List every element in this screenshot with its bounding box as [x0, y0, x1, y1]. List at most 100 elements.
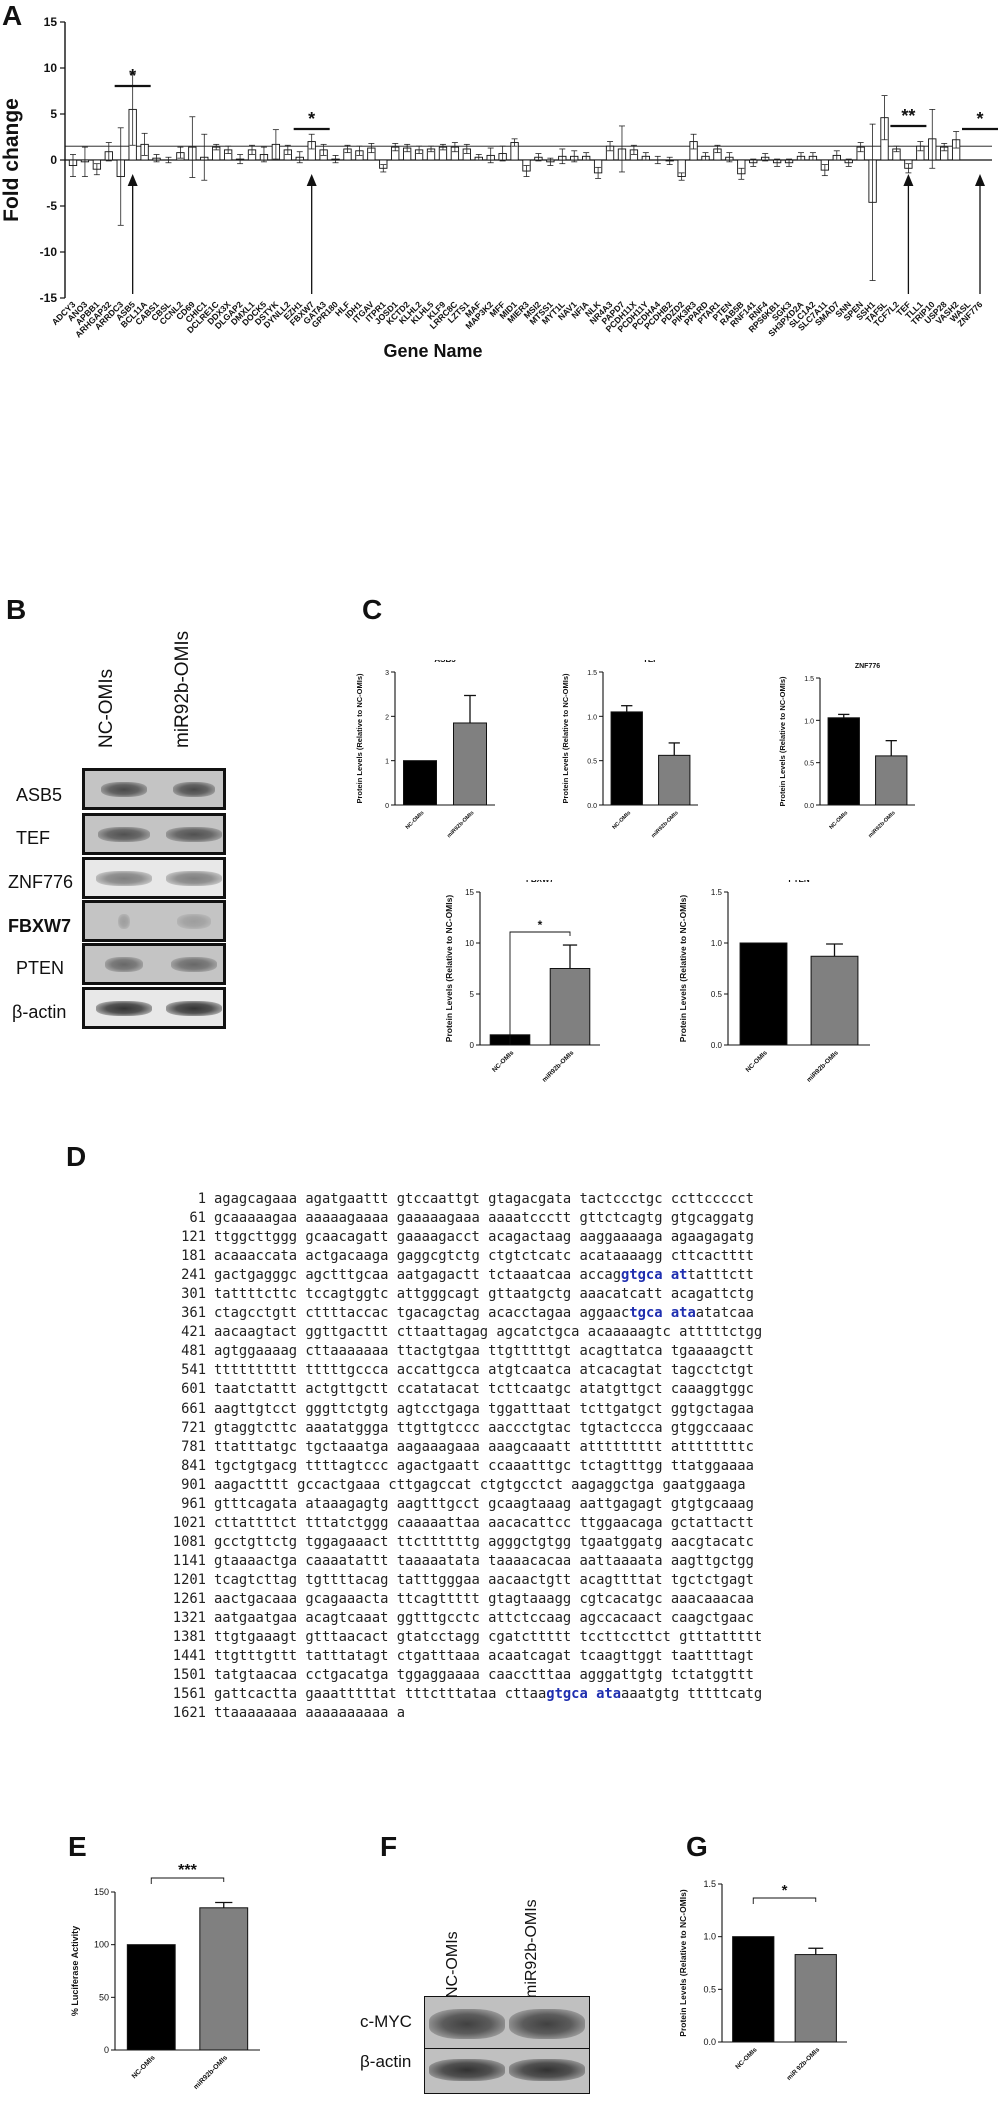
sequence-position: 361	[181, 1305, 206, 1322]
y-tick-label: 1.0	[587, 714, 597, 721]
sequence-line: 841 tgctgtgacg ttttagtccc agactgaatt ccaa…	[160, 1457, 762, 1476]
y-tick-label: 0.0	[711, 1041, 723, 1050]
blot-b-lane-frame	[82, 900, 226, 942]
sequence-line: 1441 ttgtttgttt tatttatagt ctgatttaaa aca…	[160, 1647, 762, 1666]
arrow-head	[975, 174, 985, 186]
sequence-text: ttaaaaaaaa aaaaaaaaaa a	[214, 1705, 406, 1722]
x-tick-label: NC-OMIs	[745, 1049, 770, 1074]
y-tick-label: 150	[94, 1887, 109, 1897]
sequence-line: 1561 gattcactta gaaatttttat tttctttataa c…	[160, 1685, 762, 1704]
sequence-position: 421	[181, 1324, 206, 1341]
sequence-text: tttttttttt tttttgccca accattgcca atgtcaa…	[214, 1362, 754, 1379]
bar-1	[658, 754, 691, 806]
y-tick-label: 15	[44, 15, 58, 29]
blot-b-row-bactin: β-actin	[12, 1002, 67, 1022]
sequence-line: 1621 ttaaaaaaaa aaaaaaaaaa a	[160, 1704, 762, 1723]
sequence-position: 1441	[172, 1648, 206, 1665]
blot-band	[166, 1001, 222, 1016]
western-blot-b: NC-OMIs miR92b-OMIs ASB5 TEF ZNF776 FBXW…	[0, 600, 240, 1030]
sequence-position: 301	[181, 1286, 206, 1303]
sequence-position: 181	[181, 1248, 206, 1265]
sequence-text: tcagtcttag tgttttacag tatttgggaa aacaact…	[214, 1571, 754, 1588]
y-tick-label: 0	[385, 803, 389, 810]
blot-b-lane-frame	[82, 768, 226, 810]
x-axis-label: Gene Name	[383, 341, 482, 361]
sequence-line: 241 gactgagggc agctttgcaa aatgagactt tcta…	[160, 1266, 762, 1285]
x-tick-label: NC-OMIs	[734, 2046, 759, 2071]
sequence-text: ttatttatgc tgctaaatga aagaaagaaa aaagcaa…	[214, 1438, 754, 1455]
significance-label: **	[901, 106, 915, 126]
y-tick-label: 0.0	[587, 803, 597, 810]
sequence-text: tattttcttc tccagtggtc attgggcagt gttaatg…	[214, 1286, 754, 1303]
y-tick-label: 1.0	[711, 939, 723, 948]
y-tick-label: 0	[104, 2045, 109, 2055]
significance-label: *	[782, 1882, 788, 1899]
sequence-position: 61	[189, 1210, 206, 1227]
y-tick-label: 100	[94, 1940, 109, 1950]
blot-band	[96, 1001, 152, 1016]
blot-f-lane-frame	[424, 2048, 590, 2094]
blot-band	[97, 827, 151, 842]
blot-b-col-nc: NC-OMIs	[96, 668, 117, 748]
y-axis-label: Fold change	[0, 98, 23, 222]
sequence-line: 361 ctagcctgtt cttttaccac tgacagctag acac…	[160, 1304, 762, 1323]
sequence-line: 601 taatctattt actgttgctt ccatatacat tctt…	[160, 1380, 762, 1399]
sequence-line: 301 tattttcttc tccagtggtc attgggcagt gtta…	[160, 1285, 762, 1304]
blot-f-col-mir: miR92b-OMIs	[523, 1899, 540, 1998]
panel-letter-a: A	[2, 0, 23, 31]
sequence-text: taatctattt actgttgctt ccatatacat tcttcaa…	[214, 1381, 754, 1398]
chart-title: TEF	[643, 660, 658, 664]
panel-letter-c: C	[362, 594, 383, 625]
significance-label: *	[538, 918, 543, 932]
mirna-binding-site: gtgca at	[621, 1267, 688, 1284]
sequence-text: aatgaatgaa acagtcaaat ggtttgcctc attctcc…	[214, 1610, 754, 1627]
y-tick-label: 0.0	[804, 803, 814, 810]
blot-band	[105, 957, 143, 972]
bar-0	[827, 717, 860, 806]
chart-c-asb5: ASB5 0 1 2 3 Protein Levels (Relative to NC-O…	[355, 660, 495, 839]
y-axis-label: Protein Levels (Relative to NC-OMIs)	[778, 676, 787, 807]
sequence-text: gcaaaaagaa aaaaagaaaa gaaaaagaaa aaaatcc…	[214, 1210, 754, 1227]
x-tick-label: miR92b-OMIs	[446, 810, 475, 839]
sequence-position: 1561	[172, 1686, 206, 1703]
sequence-position: 481	[181, 1343, 206, 1360]
blot-band	[176, 914, 212, 929]
sequence-position: 1	[197, 1191, 206, 1207]
significance-label: *	[129, 66, 136, 86]
y-tick-label: 10	[465, 939, 474, 948]
bar-1	[875, 755, 908, 806]
x-tick-label: NC-OMIs	[611, 810, 632, 831]
sequence-line: 901 aagactttt gccactgaaa cttgagccat ctgtg…	[160, 1476, 762, 1495]
panel-letter-f: F	[380, 1831, 398, 1862]
sequence-line: 181 acaaaccata actgacaaga gaggcgtctg ctgt…	[160, 1247, 762, 1266]
sequence-text: tgctgtgacg ttttagtccc agactgaatt ccaaatt…	[214, 1457, 754, 1474]
blot-f-col-nc: NC-OMIs	[444, 1931, 461, 1998]
sequence-position: 1021	[172, 1514, 206, 1531]
sequence-text: cttattttct tttatctggg caaaaattaa aacacat…	[214, 1514, 754, 1531]
sequence-line: 1261 aactgacaaa gcagaaacta ttcagttttt gta…	[160, 1590, 762, 1609]
panel-letter-e: E	[68, 1831, 87, 1862]
blot-band	[172, 782, 216, 797]
blot-band	[170, 957, 218, 972]
sequence-line: 421 aacaagtact ggttgacttt cttaattagag agc…	[160, 1323, 762, 1342]
sequence-line: 1381 ttgtgaaagt gtttaacact gtatcctagg cga…	[160, 1628, 762, 1647]
blot-band	[429, 2059, 505, 2081]
sequence-text: gcctgttctg tggagaaact ttcttttttg agggctg…	[214, 1533, 754, 1550]
y-tick-label: 0.5	[711, 990, 723, 999]
sequence-position: 781	[181, 1438, 206, 1455]
sequence-text: acaaaccata actgacaaga gaggcgtctg ctgtctc…	[214, 1248, 754, 1265]
y-tick-label: -5	[46, 199, 57, 213]
sequence-position: 661	[181, 1400, 206, 1417]
utr-sequence: 1 agagcagaaa agatgaattt gtccaattgt gtagac…	[160, 1190, 762, 1723]
y-axis-label: Protein Levels (Relative to NC-OMIs)	[444, 895, 454, 1043]
sequence-text: agtggaaaag cttaaaaaaa ttactgtgaa ttgtttt…	[214, 1343, 754, 1360]
sequence-line: 961 gtttcagata ataaagagtg aagtttgcct gcaa…	[160, 1495, 762, 1514]
x-tick-label: miR92b-OMIs	[868, 810, 897, 839]
arrow-head	[903, 174, 914, 186]
x-tick-label: NC-OMIs	[491, 1049, 516, 1074]
chart-title: ASB5	[434, 660, 456, 664]
sequence-line: 1501 tatgtaacaa cctgacatga tggaggaaaa caa…	[160, 1666, 762, 1685]
x-tick-label: NC-OMIs	[131, 2054, 157, 2080]
y-tick-label: 5	[50, 107, 57, 121]
y-tick-label: 5	[470, 990, 475, 999]
